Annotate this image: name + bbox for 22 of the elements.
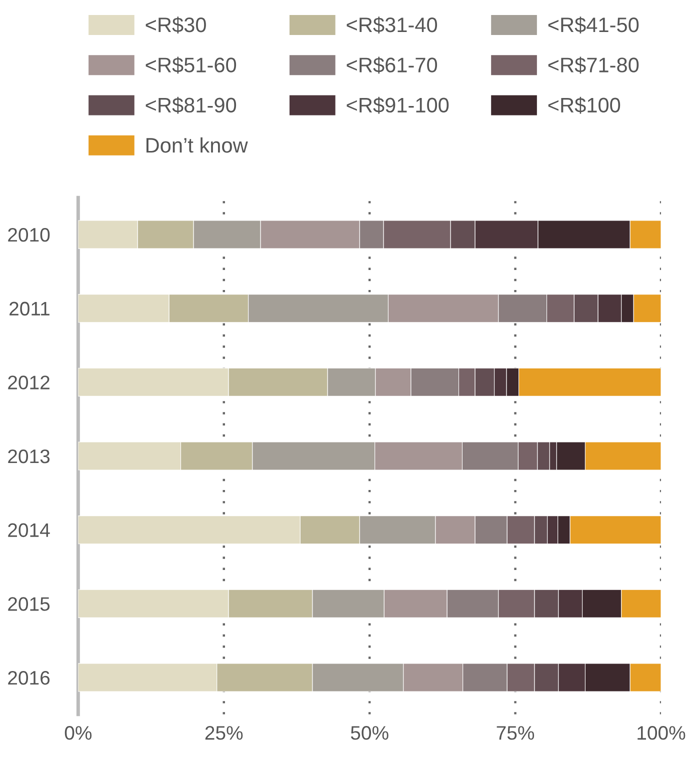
y-tick-label: 2010	[8, 228, 50, 242]
y-tick-label: 2012	[8, 376, 50, 390]
y-tick-label: 2014	[8, 523, 50, 538]
legend-label: <R$51-60	[146, 56, 236, 74]
y-tick-label: 2015	[8, 597, 50, 611]
x-tick-label: 100%	[638, 726, 686, 740]
y-tick-label: 2011	[10, 302, 50, 316]
legend-label: <R$100	[548, 96, 620, 114]
x-tick-label: 50%	[350, 726, 388, 740]
legend-label: Don’t know	[146, 137, 248, 153]
y-tick-label: 2016	[8, 670, 50, 685]
x-tick-label: 75%	[496, 726, 534, 740]
legend-label: <R$71-80	[548, 56, 639, 74]
legend-label: <R$31-40	[346, 16, 438, 34]
legend-label: <R$91-100	[346, 96, 449, 114]
y-tick-label: 2013	[8, 449, 50, 464]
legend-label: <R$81-90	[146, 96, 236, 114]
legend-label: <R$61-70	[346, 56, 438, 74]
legend-label: <R$30	[146, 16, 206, 34]
x-tick-label: 0%	[64, 726, 92, 740]
x-tick-label: 25%	[205, 726, 243, 740]
legend-label: <R$41-50	[548, 16, 639, 34]
